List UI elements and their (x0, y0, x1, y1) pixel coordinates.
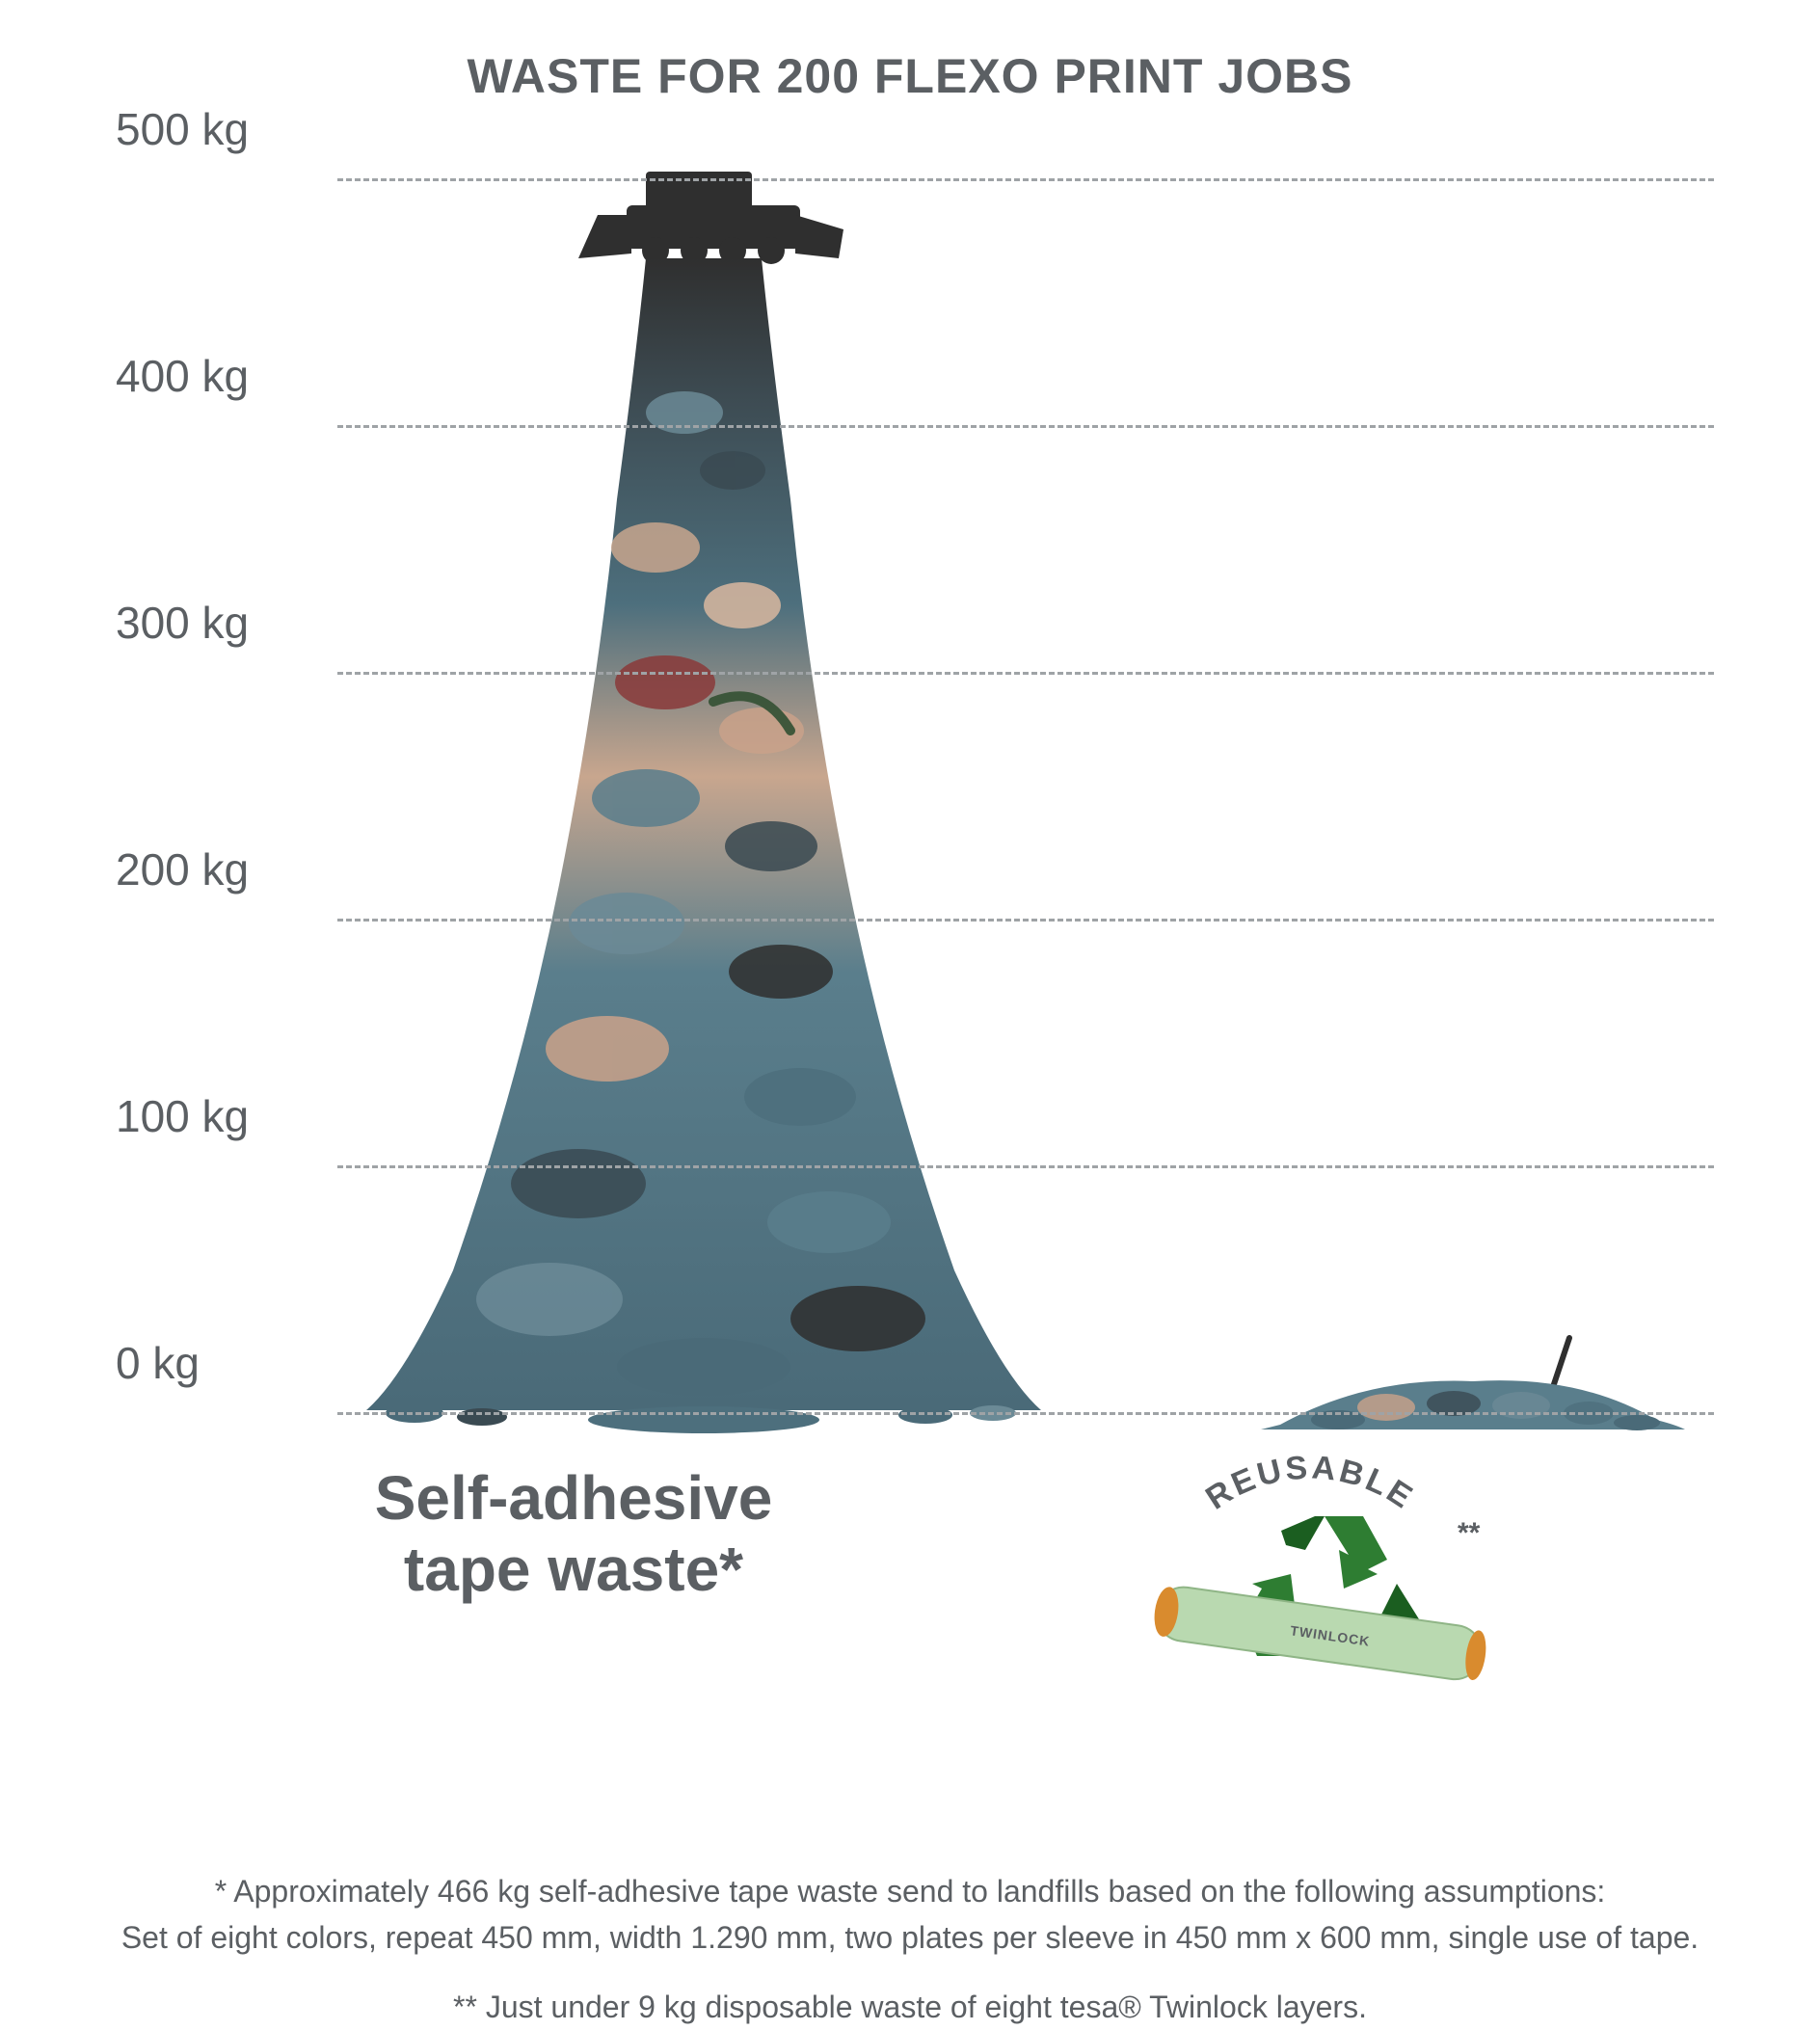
recycle-graphic: TWINLOCK (1122, 1497, 1527, 1709)
waste-pile-small (1251, 1328, 1695, 1444)
gridline (337, 1165, 1714, 1168)
gridline (337, 672, 1714, 675)
footnotes: * Approximately 466 kg self-adhesive tap… (87, 1868, 1733, 2030)
gridline (337, 425, 1714, 428)
labels-row: Self-adhesivetape waste* REUSABLE ** (116, 1463, 1733, 1704)
gridline (337, 1412, 1714, 1415)
y-tick-label: 500 kg (116, 103, 249, 155)
twinlock-roll: TWINLOCK (1151, 1584, 1488, 1684)
bulldozer-icon (578, 172, 843, 264)
chart-area: 0 kg100 kg200 kg300 kg400 kg500 kg (116, 181, 1733, 1434)
waste-pile-large (357, 162, 1051, 1434)
footnote-2: ** Just under 9 kg disposable waste of e… (87, 1984, 1733, 2030)
y-tick-label: 200 kg (116, 843, 249, 895)
label-self-adhesive-text: Self-adhesivetape waste* (231, 1463, 916, 1605)
footnote-1: * Approximately 466 kg self-adhesive tap… (87, 1868, 1733, 1961)
y-tick-label: 400 kg (116, 350, 249, 402)
gridline (337, 919, 1714, 922)
y-tick-label: 300 kg (116, 597, 249, 649)
chart-title: WASTE FOR 200 FLEXO PRINT JOBS (87, 48, 1733, 104)
label-reusable-block: REUSABLE ** TWINLOCK (916, 1463, 1733, 1704)
gridline (337, 178, 1714, 181)
y-tick-label: 100 kg (116, 1090, 249, 1142)
label-self-adhesive: Self-adhesivetape waste* (116, 1463, 916, 1704)
y-tick-label: 0 kg (116, 1337, 200, 1389)
